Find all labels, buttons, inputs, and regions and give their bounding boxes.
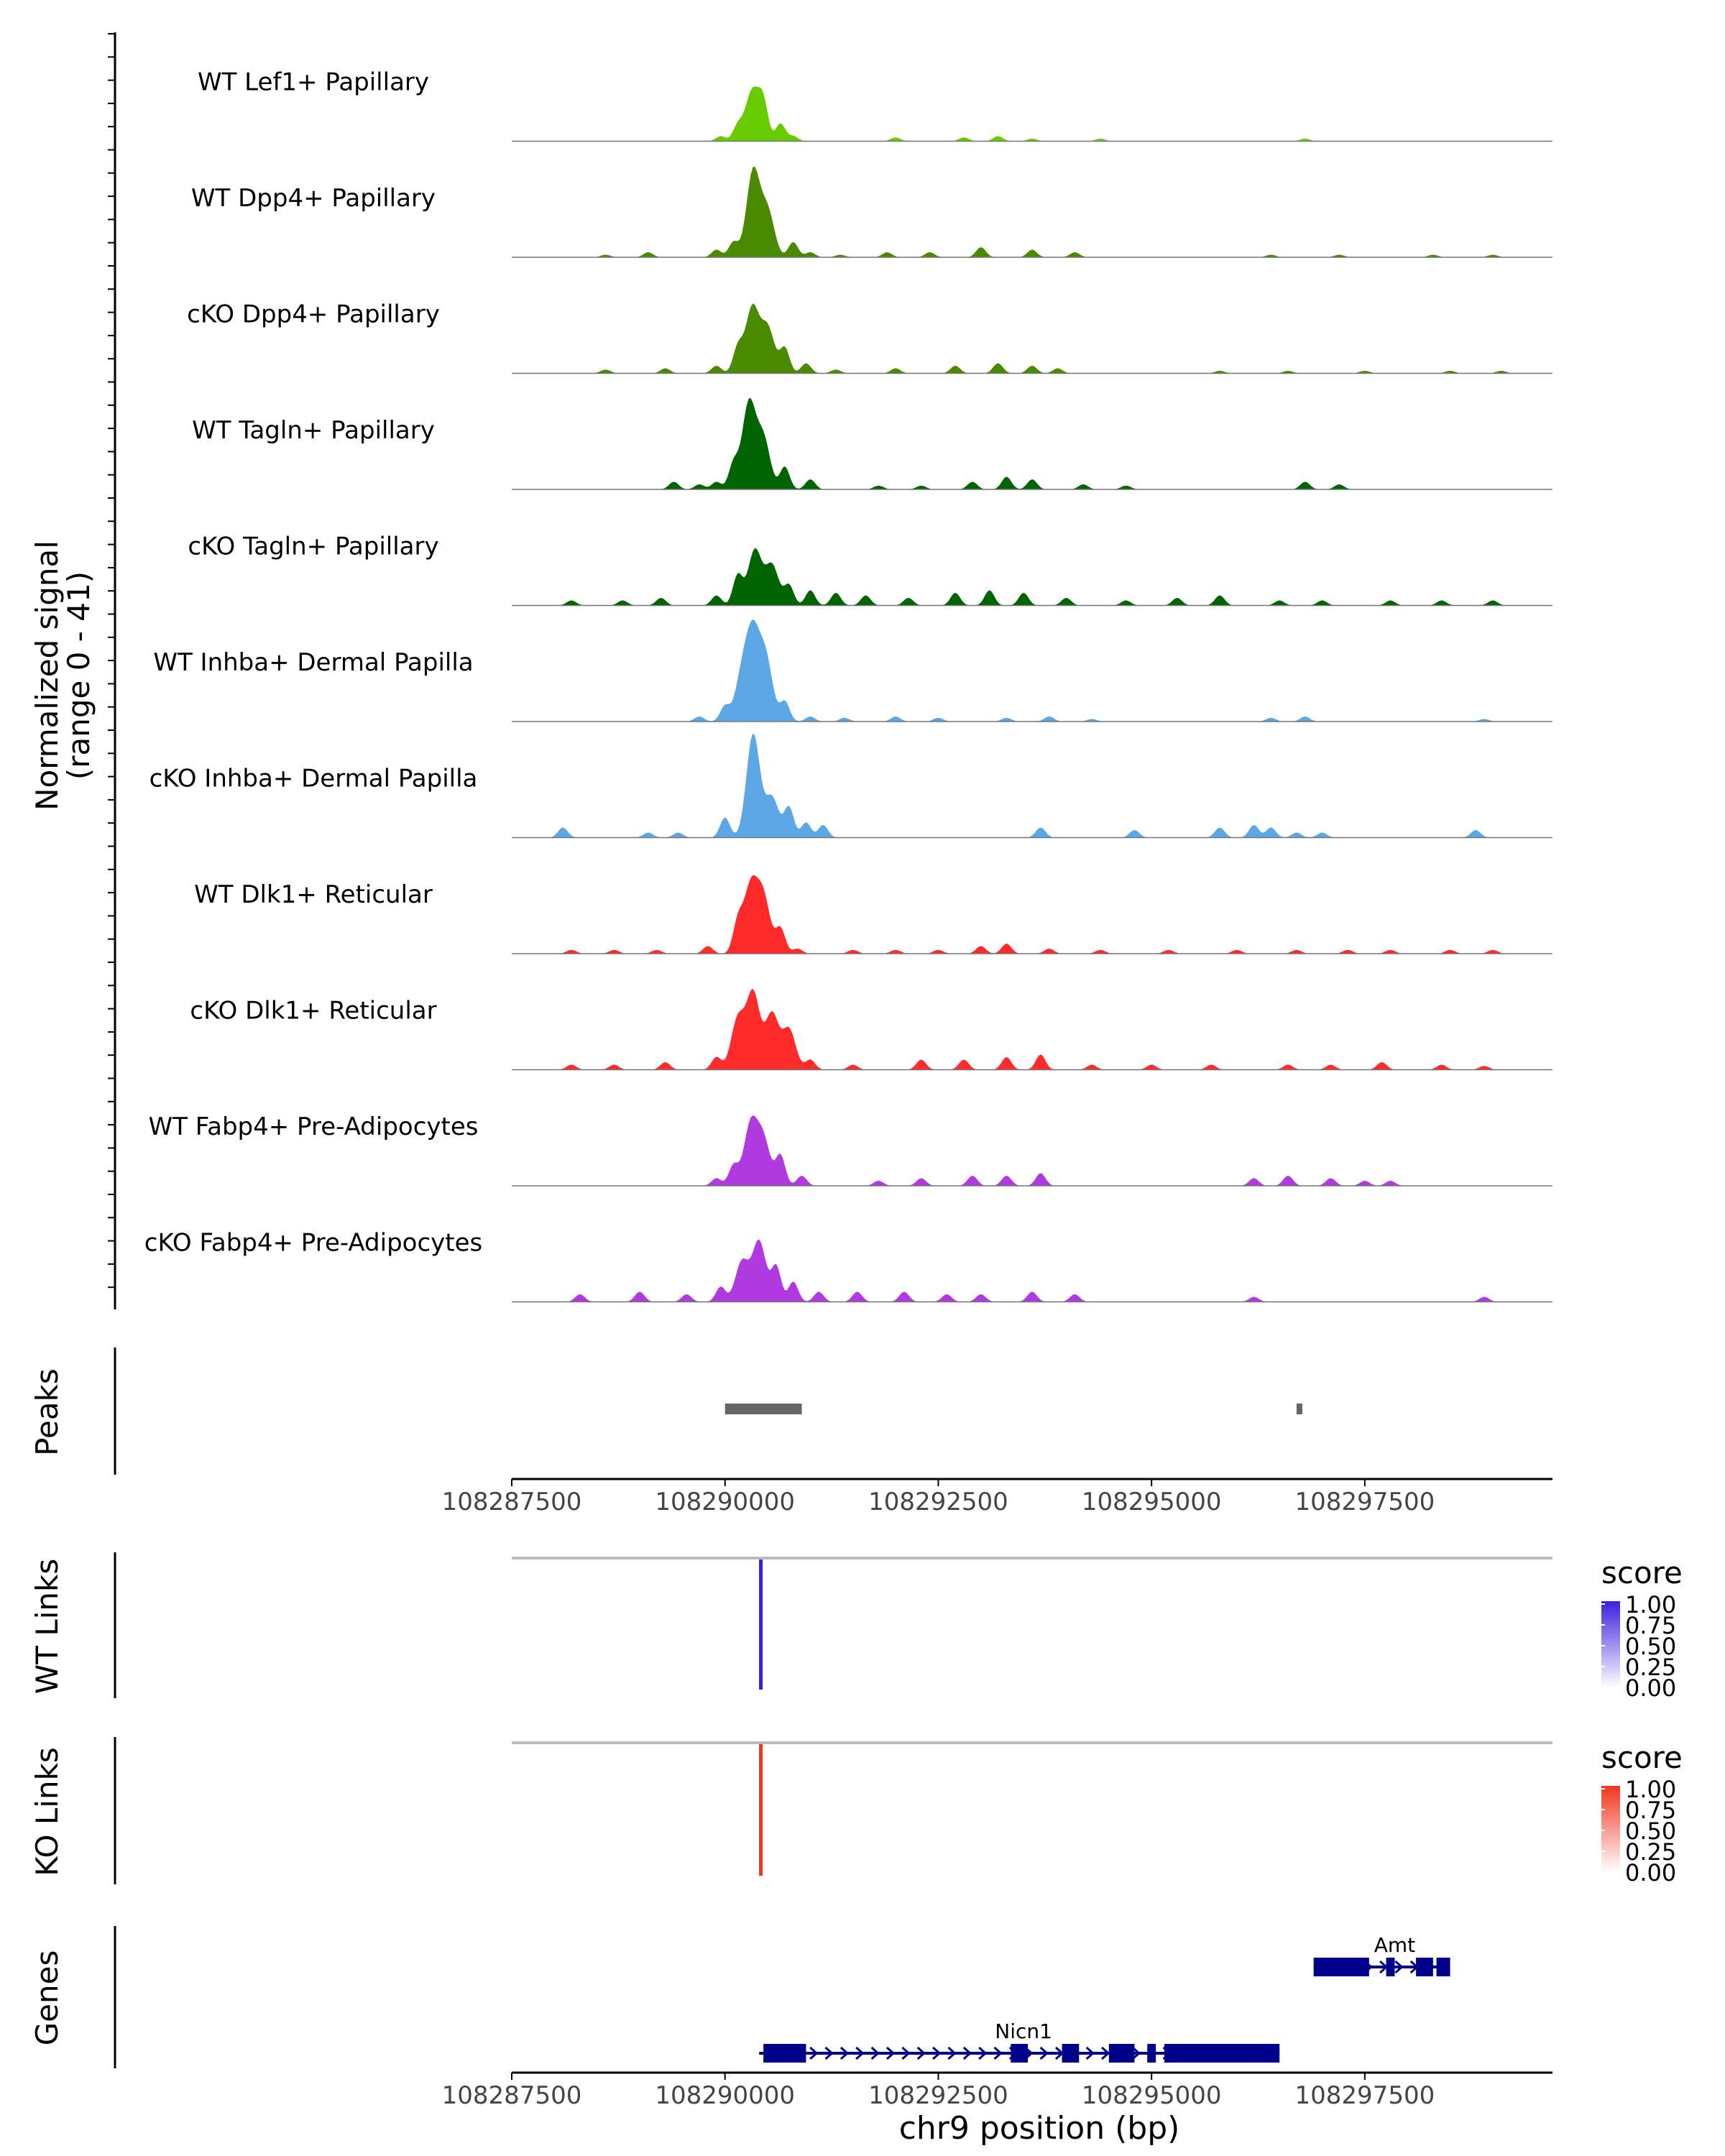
gene-nicn1-strand-arrow [901,2046,911,2060]
gene-nicn1-strand-arrow [870,2046,880,2060]
gene-amt-exon [1416,1958,1433,1976]
gene-nicn1-strand-arrow [855,2046,865,2060]
peaks-x-axis-tick-label: 108297500 [1295,1488,1435,1516]
track-label: WT Lef1+ Papillary [198,68,429,97]
peaks-x-axis-tick-label: 108295000 [1082,1488,1222,1516]
gene-nicn1-strand-arrow [840,2046,850,2060]
gene-nicn1-strand-arrow [1101,2046,1110,2060]
peaks-x-axis-tick-label: 108292500 [868,1488,1008,1516]
coverage-y-label: Normalized signal [29,540,65,811]
genes-x-axis-tick-label: 108297500 [1295,2081,1435,2110]
wt-links-legend-label: 0.50 [1625,1633,1676,1660]
gene-nicn1-strand-arrow [932,2046,942,2060]
wt-links-legend-label: 1.00 [1625,1591,1676,1618]
track-label: WT Inhba+ Dermal Papilla [153,648,473,677]
track-label: cKO Tagln+ Papillary [188,533,438,561]
ko-links-legend-label: 1.00 [1625,1776,1676,1803]
coverage-area-8 [512,875,1519,954]
wt-links-legend-label: 0.00 [1625,1674,1676,1702]
track-label: WT Dpp4+ Papillary [191,184,436,213]
ko-links-legend-label: 0.75 [1625,1797,1676,1824]
ko-links-legend-title: score [1601,1740,1683,1775]
gene-amt-exon [1313,1958,1369,1976]
gene-nicn1-exon [1062,2044,1080,2063]
peaks-track-label: Peaks [29,1368,65,1456]
genes-x-axis-tick-label: 108290000 [655,2081,795,2110]
track-label: cKO Dpp4+ Papillary [187,300,440,329]
track-label: WT Dlk1+ Reticular [194,880,433,909]
gene-nicn1-strand-arrow [978,2046,988,2060]
ko-links-legend-label: 0.50 [1625,1818,1676,1845]
wt-links-legend-title: score [1601,1555,1683,1590]
peak-region-2 [1296,1404,1302,1414]
wt-links-track-label: WT Links [29,1559,65,1694]
coverage-area-7 [512,733,1519,838]
gene-amt-exon [1386,1958,1395,1976]
peaks-x-axis-tick-label: 108287500 [442,1488,582,1516]
genes-x-axis-tick-label: 108287500 [442,2081,582,2110]
track-label: cKO Fabp4+ Pre-Adipocytes [144,1229,483,1258]
genes-track-label: Genes [29,1950,65,2046]
gene-nicn1-exon [1147,2044,1156,2063]
wt-links-legend-label: 0.75 [1625,1612,1676,1639]
coverage-area-6 [512,619,1519,722]
gene-amt-label: Amt [1374,1933,1415,1957]
gene-nicn1-strand-arrow [809,2046,819,2060]
genes-x-axis-tick-label: 108295000 [1082,2081,1222,2110]
gene-nicn1-strand-arrow [1085,2046,1095,2060]
coverage-area-2 [512,166,1519,257]
gene-nicn1-strand-arrow [993,2046,1003,2060]
coverage-area-10 [512,1115,1519,1186]
ko-links-legend-label: 0.25 [1625,1838,1676,1866]
gene-nicn1-label: Nicn1 [995,2019,1052,2043]
gene-nicn1-exon [763,2044,806,2063]
peak-region-1 [724,1404,802,1414]
gene-nicn1-strand-arrow [947,2046,957,2060]
coverage-area-3 [512,303,1519,374]
coverage-area-5 [512,548,1519,606]
wt-links-legend-colorbar [1601,1601,1620,1687]
genes-x-axis-tick-label: 108292500 [868,2081,1008,2110]
gene-nicn1-exon [1011,2044,1029,2063]
gene-amt-exon [1436,1958,1450,1976]
gene-nicn1-exon [1108,2044,1135,2063]
coverage-y-label-range: (range 0 - 41) [61,571,96,780]
wt-links-legend-label: 0.25 [1625,1654,1676,1681]
gene-nicn1-strand-arrow [962,2046,972,2060]
gene-amt-strand-arrow [1394,1960,1404,1974]
track-label: cKO Inhba+ Dermal Papilla [150,765,478,793]
coverage-area-11 [512,1239,1519,1302]
ko-links-legend-colorbar [1601,1786,1620,1872]
gene-nicn1-strand-arrow [1131,2046,1141,2060]
gene-nicn1-strand-arrow [824,2046,834,2060]
peaks-x-axis-tick-label: 108290000 [655,1488,795,1516]
x-axis-title: chr9 position (bp) [899,2110,1180,2147]
track-label: WT Fabp4+ Pre-Adipocytes [149,1112,479,1141]
coverage-area-4 [512,397,1519,489]
gene-nicn1-strand-arrow [886,2046,896,2060]
ko-links-legend-label: 0.00 [1625,1859,1676,1886]
ko-links-track-label: KO Links [29,1747,65,1876]
coverage-area-9 [512,988,1519,1070]
gene-nicn1-exon [1164,2044,1280,2063]
track-label: WT Tagln+ Papillary [192,416,435,445]
track-label: cKO Dlk1+ Reticular [190,997,436,1026]
gene-nicn1-strand-arrow [1039,2046,1049,2060]
gene-nicn1-strand-arrow [916,2046,926,2060]
coverage-area-1 [512,86,1519,142]
